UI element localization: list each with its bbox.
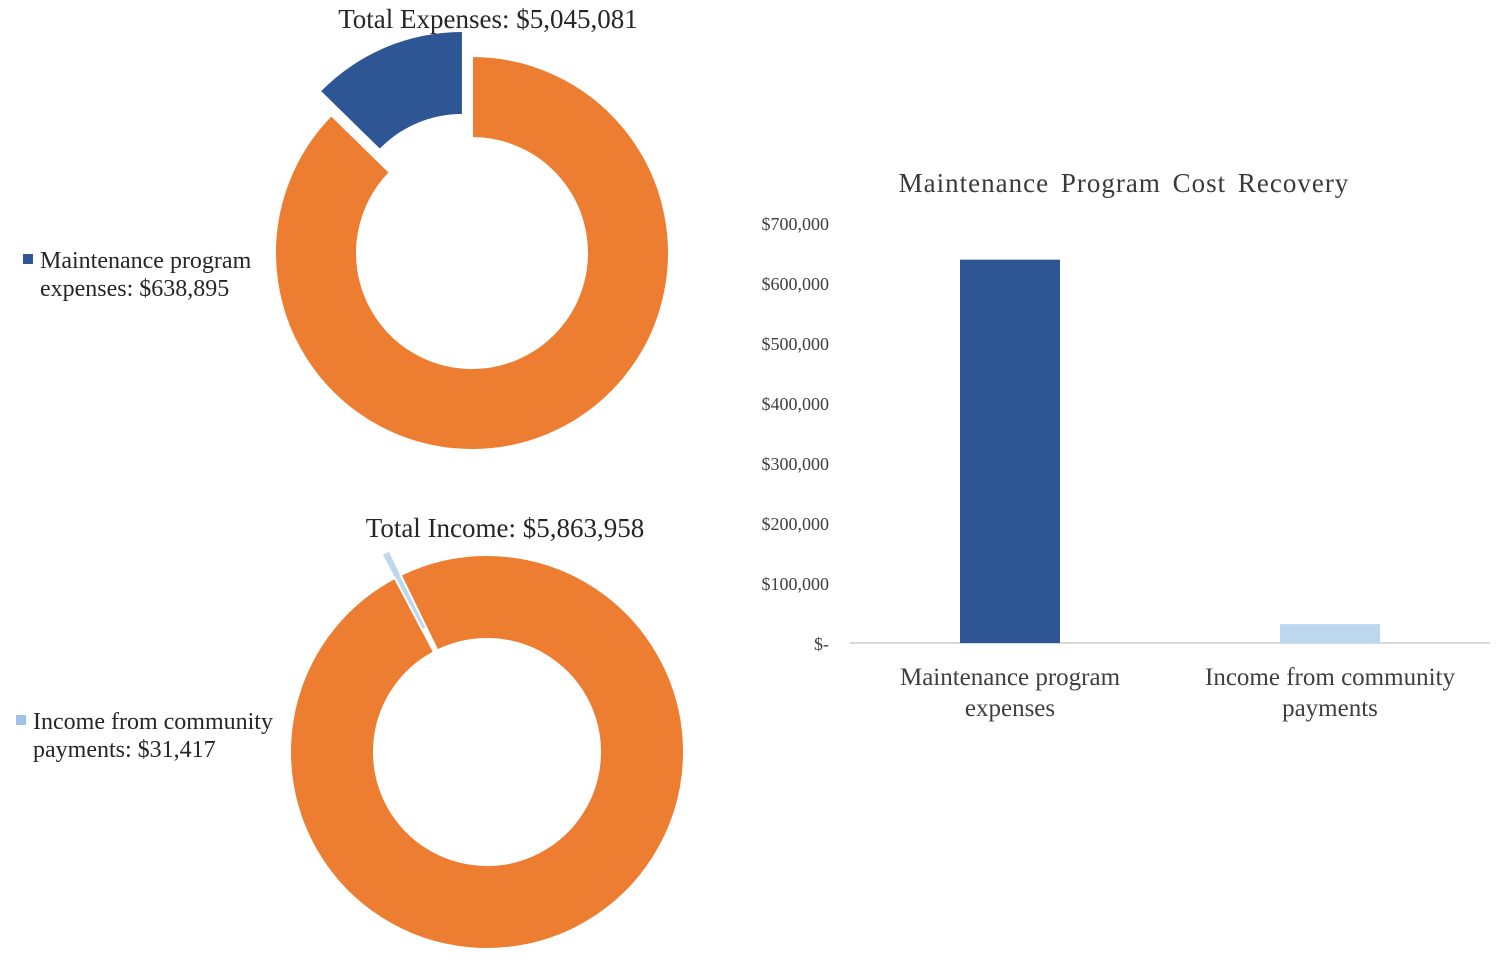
expenses-donut-slices (274, 32, 670, 451)
donut-slice (274, 54, 670, 451)
y-tick-label: $700,000 (762, 214, 830, 234)
y-tick-label: $300,000 (762, 454, 830, 474)
bar-chart-title: Maintenance Program Cost Recovery (899, 168, 1350, 198)
y-tick-label: $500,000 (762, 334, 830, 354)
expenses-legend-line-1: Maintenance program (40, 248, 252, 274)
income-donut-slices (289, 551, 685, 951)
bar-category-label-1-line-1: Maintenance program (900, 664, 1121, 691)
cost-recovery-bar-chart: Maintenance Program Cost Recovery $- $100… (762, 168, 1490, 722)
expenses-legend-line-2: expenses: $638,895 (40, 276, 229, 302)
y-tick-label: $400,000 (762, 394, 830, 414)
income-donut-chart: Total Income: $5,863,958 Income from com… (16, 513, 685, 951)
expenses-donut-chart: Total Expenses: $5,045,081 Maintenance p… (23, 4, 670, 451)
income-legend-line-2: payments: $31,417 (33, 737, 216, 763)
y-tick-label: $100,000 (762, 574, 830, 594)
expenses-donut-title: Total Expenses: $5,045,081 (338, 4, 638, 34)
bar (960, 259, 1060, 643)
bar-category-label-2-line-2: payments (1282, 695, 1378, 722)
income-legend: Income from community payments: $31,417 (16, 709, 273, 763)
bar-category-label-1-line-2: expenses (965, 695, 1055, 722)
bar (1280, 624, 1380, 643)
bar-category-label-2-line-1: Income from community (1205, 664, 1455, 691)
donut-slice (321, 32, 462, 149)
donut-slice (289, 554, 685, 951)
bar-y-axis-ticks: $- $100,000 $200,000 $300,000 $400,000 $500,0… (762, 214, 830, 654)
expenses-legend: Maintenance program expenses: $638,895 (23, 248, 252, 302)
bar-x-axis-categories: Maintenance program expenses Income from… (900, 664, 1455, 722)
donut-slice (382, 551, 426, 629)
y-tick-label: $200,000 (762, 514, 830, 534)
bar-bars (960, 259, 1380, 643)
y-tick-label: $- (814, 634, 829, 654)
income-legend-swatch (16, 715, 26, 725)
income-legend-line-1: Income from community (33, 709, 273, 735)
expenses-legend-swatch (23, 254, 33, 264)
income-donut-title: Total Income: $5,863,958 (366, 513, 645, 543)
y-tick-label: $600,000 (762, 274, 830, 294)
